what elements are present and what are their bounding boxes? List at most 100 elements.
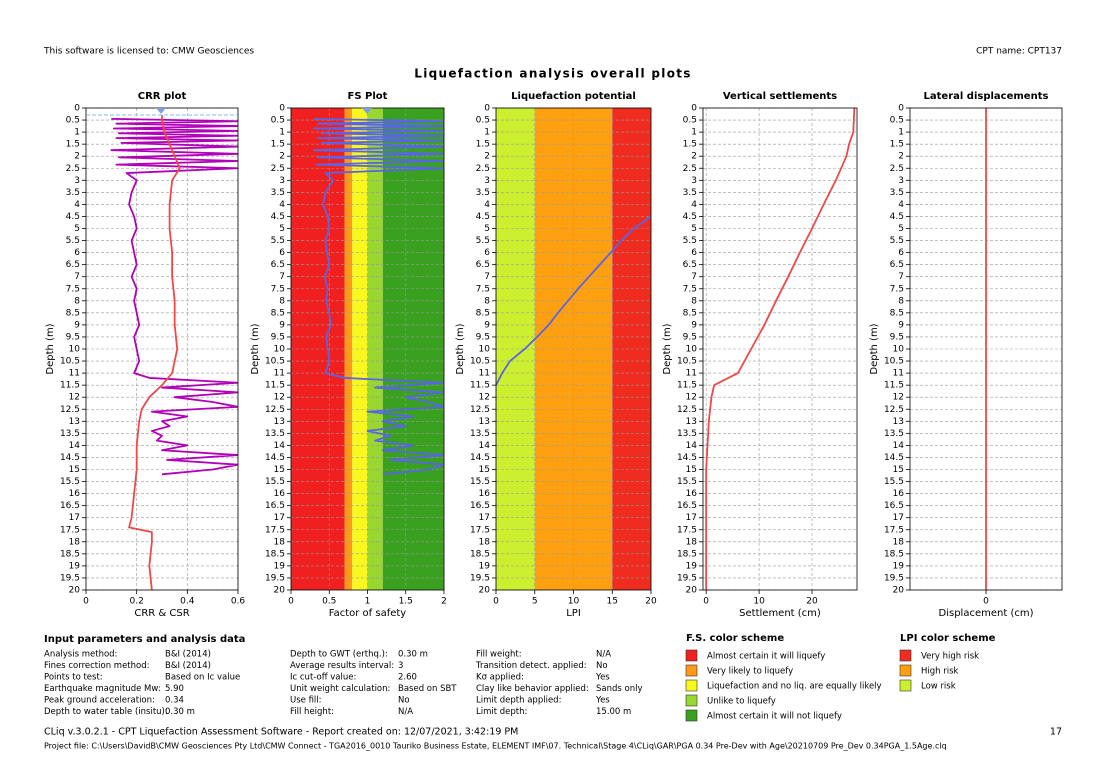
plot-frame <box>909 107 1063 591</box>
y-tick-label: 15.5 <box>470 477 490 487</box>
y-tick-label: 1 <box>691 128 697 138</box>
y-tick-label: 4.5 <box>476 212 490 222</box>
y-tick-label: 6.5 <box>66 260 80 270</box>
y-tick-label: 9 <box>74 320 80 330</box>
y-tick-label: 16 <box>274 489 286 499</box>
y-tick-label: 8.5 <box>683 308 697 318</box>
y-tick-label: 11 <box>893 369 904 379</box>
y-tick-label: 13 <box>274 417 285 427</box>
param-label: Limit depth applied: <box>476 696 561 706</box>
license-text: This software is licensed to: CMW Geosci… <box>43 47 254 57</box>
plot-frame <box>702 107 858 591</box>
y-tick-label: 8 <box>691 296 697 306</box>
param-value: 0.34 <box>165 696 184 706</box>
y-tick-label: 2.5 <box>476 164 490 174</box>
y-tick-label: 6 <box>484 248 490 258</box>
x-tick-label: 1 <box>365 597 371 607</box>
y-tick-label: 19 <box>69 561 81 571</box>
y-tick-label: 9.5 <box>683 332 697 342</box>
fs-legend-title: F.S. color scheme <box>686 633 784 644</box>
y-tick-label: 14.5 <box>470 453 490 463</box>
y-tick-label: 20 <box>69 586 81 596</box>
y-tick-label: 7 <box>279 272 285 282</box>
y-tick-label: 15 <box>274 465 285 475</box>
y-axis-label: Depth (m) <box>45 323 56 374</box>
y-tick-label: 1.5 <box>890 140 904 150</box>
y-tick-label: 15 <box>479 465 490 475</box>
y-tick-label: 6.5 <box>890 260 904 270</box>
y-tick-label: 7.5 <box>890 284 904 294</box>
y-tick-label: 4 <box>484 200 490 210</box>
y-tick-label: 9 <box>484 320 490 330</box>
y-tick-label: 11.5 <box>60 381 80 391</box>
y-tick-label: 2 <box>898 152 904 162</box>
param-label: Earthquake magnitude Mw: <box>44 684 161 694</box>
band <box>352 108 368 590</box>
y-tick-label: 2.5 <box>271 164 285 174</box>
y-tick-label: 14.5 <box>60 453 80 463</box>
y-tick-label: 15 <box>893 465 904 475</box>
y-tick-label: 3.5 <box>271 188 285 198</box>
y-tick-label: 2 <box>74 152 80 162</box>
depth-chart: Liquefaction potential00.511.522.533.544… <box>455 91 657 619</box>
legend-label: Almost certain it will not liquefy <box>707 712 842 722</box>
x-tick-label: 0 <box>983 597 989 607</box>
y-tick-label: 18 <box>893 537 905 547</box>
depth-chart: CRR plot00.511.522.533.544.555.566.577.5… <box>45 91 245 619</box>
y-tick-label: 5.5 <box>66 236 80 246</box>
y-tick-label: 12 <box>686 393 697 403</box>
depth-chart: Vertical settlements00.511.522.533.544.5… <box>662 91 858 619</box>
y-tick-label: 17.5 <box>60 525 80 535</box>
param-label: Analysis method: <box>44 650 117 660</box>
x-tick-label: 5 <box>532 597 538 607</box>
param-value: No <box>398 696 410 706</box>
y-tick-label: 13.5 <box>265 429 285 439</box>
y-tick-label: 9 <box>898 320 904 330</box>
y-tick-label: 11.5 <box>884 381 904 391</box>
y-tick-label: 19 <box>479 561 491 571</box>
y-tick-label: 5.5 <box>476 236 490 246</box>
y-tick-label: 20 <box>479 586 491 596</box>
y-tick-label: 0 <box>898 104 904 114</box>
y-axis-label: Depth (m) <box>250 323 261 374</box>
param-value: No <box>596 661 608 671</box>
legend-swatch <box>685 649 698 662</box>
y-tick-label: 16 <box>479 489 491 499</box>
y-tick-label: 6 <box>74 248 80 258</box>
legend-swatch <box>685 694 698 707</box>
param-label: Kσ applied: <box>476 673 524 683</box>
y-tick-label: 3 <box>74 176 80 186</box>
y-tick-label: 0.5 <box>683 116 697 126</box>
y-tick-label: 7.5 <box>683 284 697 294</box>
y-tick-label: 19.5 <box>470 573 490 583</box>
y-tick-label: 5 <box>74 224 80 234</box>
plot-frame <box>495 107 652 591</box>
params-title: Input parameters and analysis data <box>44 634 245 645</box>
y-tick-label: 1 <box>74 128 80 138</box>
y-tick-label: 11 <box>69 369 80 379</box>
x-tick-label: 0.2 <box>130 597 144 607</box>
y-tick-label: 12 <box>479 393 490 403</box>
y-tick-label: 17.5 <box>265 525 285 535</box>
y-tick-label: 18.5 <box>884 549 904 559</box>
y-tick-label: 5 <box>279 224 285 234</box>
data-line <box>313 117 444 476</box>
y-tick-label: 5 <box>484 224 490 234</box>
param-value: 15.00 m <box>596 707 631 717</box>
param-value: N/A <box>398 707 413 717</box>
legend-label: Very likely to liquefy <box>707 667 793 677</box>
param-label: Average results interval: <box>290 661 394 671</box>
y-tick-label: 11.5 <box>265 381 285 391</box>
y-tick-label: 8 <box>279 296 285 306</box>
x-axis-label: LPI <box>566 608 581 619</box>
y-tick-label: 10 <box>686 345 698 355</box>
y-tick-label: 3 <box>279 176 285 186</box>
y-tick-label: 8.5 <box>271 308 285 318</box>
y-tick-label: 13 <box>69 417 80 427</box>
y-tick-label: 3.5 <box>66 188 80 198</box>
y-tick-label: 16.5 <box>677 501 697 511</box>
y-tick-label: 16 <box>69 489 81 499</box>
x-tick-label: 1.5 <box>399 597 413 607</box>
y-tick-label: 16.5 <box>470 501 490 511</box>
y-tick-label: 11 <box>479 369 490 379</box>
